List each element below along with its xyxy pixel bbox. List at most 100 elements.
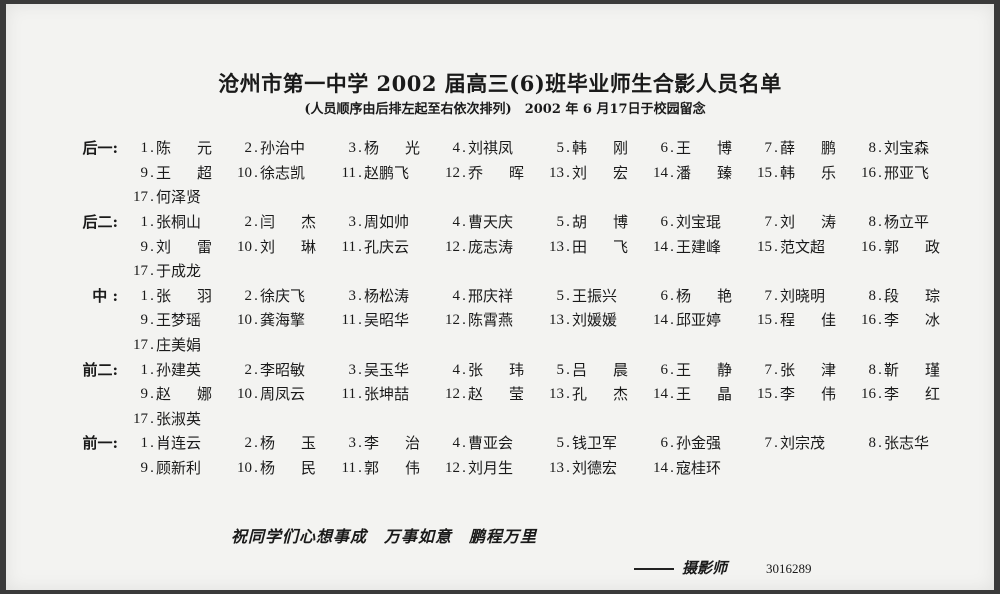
entry-dot: .	[878, 312, 882, 329]
entry-number: 7	[764, 214, 773, 231]
name-entry: 12. 陈霄燕	[436, 310, 540, 330]
entry-number: 15	[757, 238, 772, 255]
entry-number: 8	[868, 435, 877, 452]
name-entry: 17. 于成龙	[124, 261, 228, 281]
person-name: 杨民	[260, 459, 316, 478]
entry-number: 10	[237, 312, 252, 329]
entry-number: 3	[348, 140, 357, 157]
name-entry: 16. 李红	[852, 384, 956, 404]
entry-dot: .	[462, 460, 466, 477]
entry-number: 17	[133, 263, 148, 280]
name-entry: 14. 潘臻	[644, 163, 748, 183]
entry-number: 11	[341, 164, 356, 181]
entry-number: 10	[237, 164, 252, 181]
entry-dot: .	[254, 238, 258, 255]
entry-number: 6	[660, 287, 669, 304]
entry-dot: .	[254, 386, 258, 403]
row-group-label: 后二:	[82, 213, 118, 232]
name-entry: 6. 孙金强	[644, 433, 748, 453]
entry-dot: .	[878, 361, 882, 378]
entry-dot: .	[670, 164, 674, 181]
row-group-label: 中 :	[92, 286, 118, 305]
name-entry: 15. 李伟	[748, 384, 852, 404]
entry-number: 16	[861, 312, 876, 329]
entry-dot: .	[670, 287, 674, 304]
entry-dot: .	[670, 386, 674, 403]
name-entry: 7. 刘宗茂	[748, 433, 852, 453]
entry-number: 2	[244, 435, 253, 452]
row-group-label: 前二:	[82, 360, 118, 379]
entry-dot: .	[566, 361, 570, 378]
entry-number: 7	[764, 361, 773, 378]
name-entry: 10. 杨民	[228, 458, 332, 478]
entry-number: 6	[660, 140, 669, 157]
person-name: 刘媛媛	[572, 311, 618, 330]
entry-number: 1	[140, 287, 149, 304]
person-name: 张津	[780, 360, 836, 379]
name-entry: 8.靳瑾	[852, 360, 956, 380]
name-row: 9. 刘雷 10. 刘琳 11. 孔庆云 12. 庞志涛 13. 田飞 14. 王建峰 15. 范文超 16…	[66, 234, 986, 259]
entry-number: 2	[244, 140, 253, 157]
name-entry: 5.胡博	[540, 212, 644, 232]
person-name: 庄美娟	[156, 336, 202, 355]
name-row: 17. 张淑英	[66, 407, 986, 432]
entry-dot: .	[878, 386, 882, 403]
name-entry: 8.段琮	[852, 286, 956, 306]
entry-number: 7	[764, 140, 773, 157]
person-name: 邢亚飞	[884, 163, 930, 182]
name-entry: 11. 张坤喆	[332, 384, 436, 404]
name-row: 9. 王超 10. 徐志凯 11. 赵鹏飞 12. 乔晖 13. 刘宏 14. 潘臻 15. 韩乐 16. 邢…	[66, 161, 986, 186]
row-group-label: 前一:	[82, 434, 118, 453]
entry-number: 3	[348, 287, 357, 304]
name-row: 后二: 1. 张桐山 2. 闫杰 3. 周如帅 4. 曹天庆 5. 胡博 6. 刘宝琨 7. 刘涛 8. 杨立平	[66, 210, 986, 235]
name-entry: 3. 吴玉华	[332, 360, 436, 380]
name-entry: 7. 刘晓明	[748, 286, 852, 306]
person-name: 刘祺凤	[468, 139, 514, 158]
entry-number: 14	[653, 386, 668, 403]
entry-number: 12	[445, 164, 460, 181]
entry-dot: .	[462, 435, 466, 452]
name-entry: 9.赵娜	[124, 384, 228, 404]
entry-number: 8	[868, 214, 877, 231]
entry-dot: .	[566, 386, 570, 403]
entry-dot: .	[358, 164, 362, 181]
person-name: 吕晨	[572, 360, 628, 379]
entry-dot: .	[358, 460, 362, 477]
entry-number: 9	[140, 386, 149, 403]
entry-number: 1	[140, 361, 149, 378]
person-name: 何泽贤	[156, 188, 202, 207]
person-name: 曹天庆	[468, 213, 514, 232]
name-entry: 4. 曹亚会	[436, 433, 540, 453]
person-name: 赵鹏飞	[364, 163, 410, 182]
person-name: 孙治中	[260, 139, 306, 158]
entry-dot: .	[670, 140, 674, 157]
entry-number: 13	[549, 164, 564, 181]
entry-number: 4	[452, 214, 461, 231]
entry-number: 1	[140, 140, 149, 157]
person-name: 吴昭华	[364, 311, 410, 330]
entry-dot: .	[358, 361, 362, 378]
person-name: 杨松涛	[364, 286, 410, 305]
name-entry: 3. 周如帅	[332, 212, 436, 232]
name-entry: 11. 孔庆云	[332, 237, 436, 257]
entry-dot: .	[462, 386, 466, 403]
entry-dot: .	[462, 214, 466, 231]
entry-number: 15	[757, 386, 772, 403]
name-entry: 10. 周凤云	[228, 384, 332, 404]
entry-dot: .	[358, 238, 362, 255]
name-list: 后一: 1. 陈元 2. 孙治中 3. 杨光 4. 刘祺凤 5. 韩刚 6. 王博 7. 薛鹏 8. 刘宝森 9.…	[66, 136, 986, 480]
person-name: 张淑英	[156, 409, 202, 428]
entry-number: 6	[660, 361, 669, 378]
person-name: 闫杰	[260, 213, 316, 232]
entry-dot: .	[774, 287, 778, 304]
entry-number: 12	[445, 460, 460, 477]
person-name: 邱亚婷	[676, 311, 722, 330]
name-entry: 5.韩刚	[540, 138, 644, 158]
entry-dot: .	[774, 140, 778, 157]
person-name: 刘宝琨	[676, 213, 722, 232]
entry-dot: .	[150, 214, 154, 231]
entry-number: 9	[140, 312, 149, 329]
entry-dot: .	[462, 361, 466, 378]
person-name: 钱卫军	[572, 434, 618, 453]
name-entry: 14. 寇桂环	[644, 458, 748, 478]
